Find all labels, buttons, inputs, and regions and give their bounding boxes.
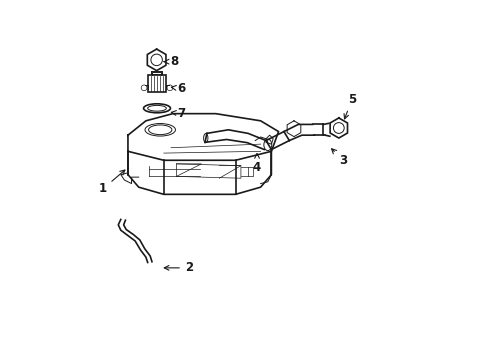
Text: 5: 5 bbox=[344, 93, 355, 119]
Text: 6: 6 bbox=[171, 82, 185, 95]
Text: 1: 1 bbox=[99, 170, 124, 195]
Text: 2: 2 bbox=[164, 261, 193, 274]
Text: 4: 4 bbox=[252, 153, 261, 174]
Text: 8: 8 bbox=[164, 55, 178, 68]
Bar bbox=[148, 75, 165, 92]
Text: 7: 7 bbox=[171, 107, 185, 120]
Text: 3: 3 bbox=[331, 149, 346, 167]
